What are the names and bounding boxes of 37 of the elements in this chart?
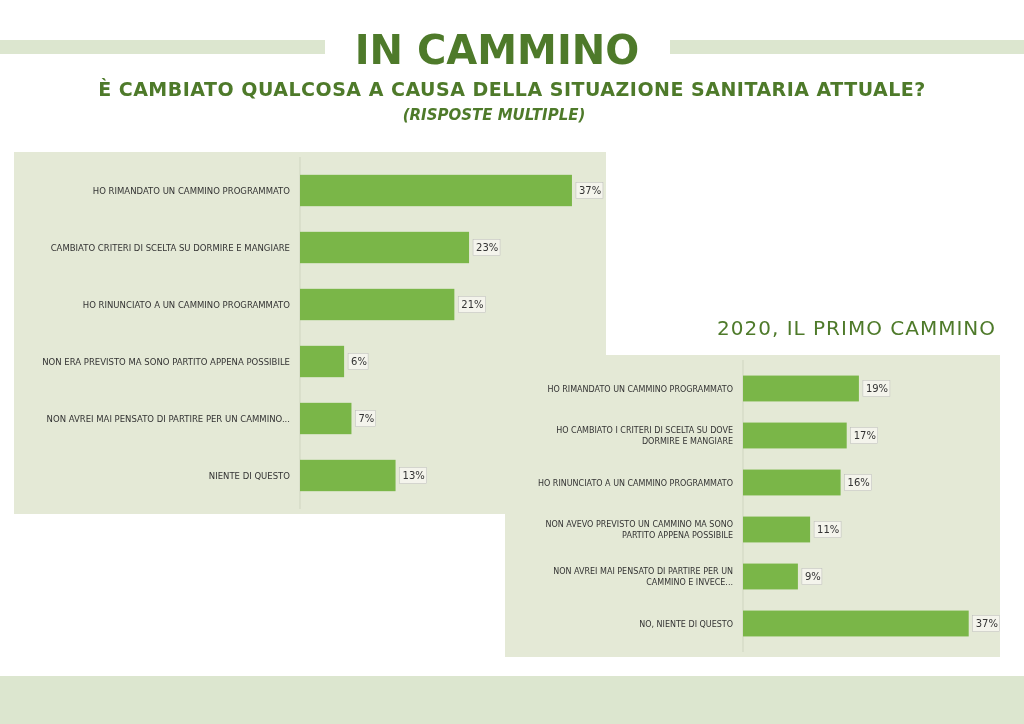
y-tick-label: NIENTE DI QUESTO xyxy=(208,470,291,480)
chart-subtitle: È CAMBIATO QUALCOSA A CAUSA DELLA SITUAZIONE SANITARIA ATTUALE? xyxy=(98,78,926,100)
y-tick-label: NON AVREI MAI PENSATO DI PARTIRE PER UN CAMMINO E INVECE... xyxy=(553,566,734,587)
text: (RISPOSTE MULTIPLE) xyxy=(402,106,586,124)
data-label: 6% xyxy=(351,355,367,367)
data-label: 21% xyxy=(461,298,484,310)
y-tick-label: HO CAMBIATO I CRITERI DI SCELTA SU DOVE DORMIRE E MANGIARE xyxy=(556,425,733,446)
data-label: 7% xyxy=(358,412,375,424)
data-label: 19% xyxy=(865,382,889,394)
y-tick-label: HO RINUNCIATO A UN CAMMINO PROGRAMMATO xyxy=(82,299,291,309)
bar xyxy=(743,610,969,637)
bar xyxy=(743,563,798,590)
bar xyxy=(300,174,572,207)
data-label: 13% xyxy=(402,469,425,481)
data-label: 16% xyxy=(847,476,870,488)
bar xyxy=(743,422,847,449)
y-tick-label: NO, NIENTE DI QUESTO xyxy=(639,619,733,628)
data-label: 17% xyxy=(853,429,876,441)
chart-title: IN CAMMINO xyxy=(354,27,640,73)
y-tick-label: NON AVEVO PREVISTO UN CAMMINO MA SONO PARTITO APPENA POSSIBILE xyxy=(545,519,733,540)
bar xyxy=(743,469,841,496)
bar xyxy=(300,288,455,321)
data-label: 9% xyxy=(804,570,821,582)
bar xyxy=(300,402,352,435)
chart-title: 2020, IL PRIMO CAMMINO xyxy=(717,316,996,340)
y-tick-label: NON ERA PREVISTO MA SONO PARTITO APPENA POSSIBILE xyxy=(42,356,290,366)
y-tick-label: HO RIMANDATO UN CAMMINO PROGRAMMATO xyxy=(547,384,733,393)
y-tick-label: HO RIMANDATO UN CAMMINO PROGRAMMATO xyxy=(92,185,291,195)
y-tick-label: CAMBIATO CRITERI DI SCELTA SU DORMIRE E MANGIARE xyxy=(50,242,290,252)
data-label: 23% xyxy=(476,241,499,253)
data-label: 37% xyxy=(578,184,602,196)
data-label: 37% xyxy=(975,617,998,629)
data-label: 11% xyxy=(817,523,840,535)
bar xyxy=(300,459,396,492)
y-tick-label: NON AVREI MAI PENSATO DI PARTIRE PER UN CAMMINO... xyxy=(46,413,290,423)
bar xyxy=(743,375,859,402)
y-tick-label: HO RINUNCIATO A UN CAMMINO PROGRAMMATO xyxy=(538,478,733,487)
